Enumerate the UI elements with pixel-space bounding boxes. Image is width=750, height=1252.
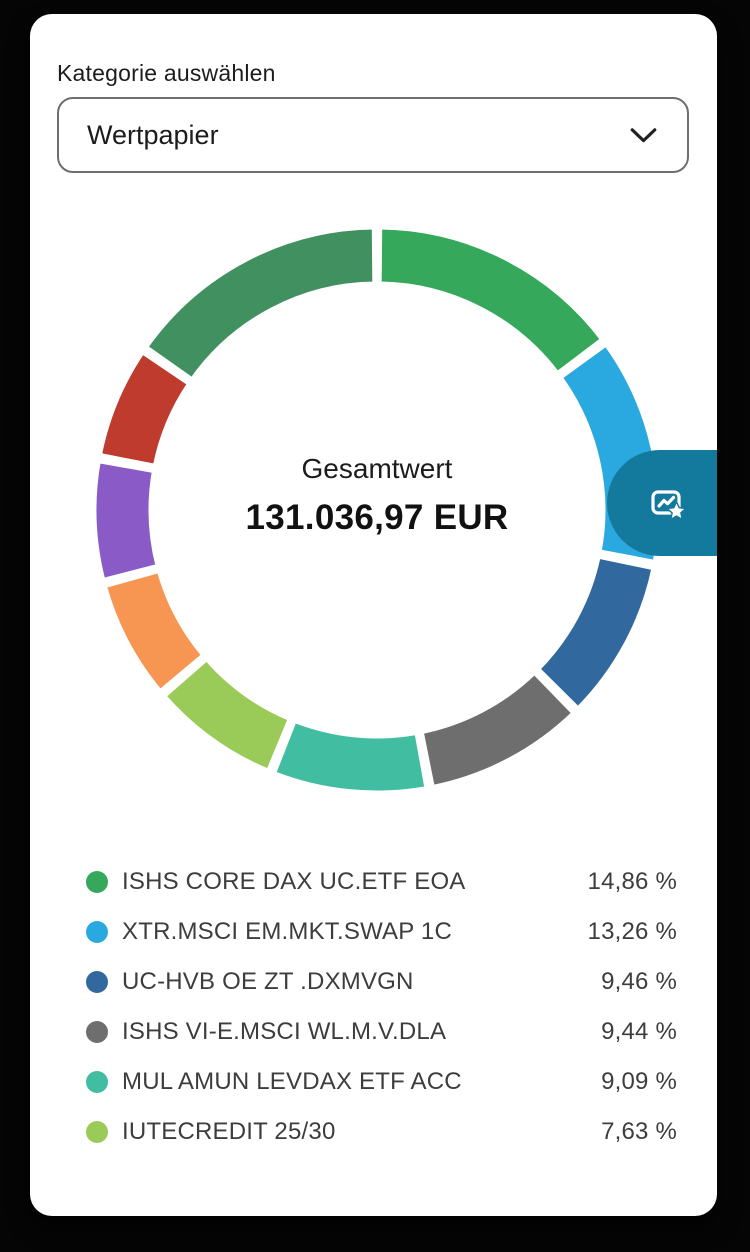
holding-name: ISHS CORE DAX UC.ETF EOA (122, 868, 466, 895)
holding-name: UC-HVB OE ZT .DXMVGN (122, 968, 414, 995)
category-select-value: Wertpapier (87, 119, 219, 150)
donut-segment-8[interactable] (96, 349, 193, 469)
donut-segment-3[interactable] (418, 669, 577, 791)
donut-segment-7[interactable] (91, 458, 161, 583)
holding-name: ISHS VI-E.MSCI WL.M.V.DLA (122, 1018, 447, 1045)
donut-segment-4[interactable] (271, 717, 430, 796)
legend-dot-icon (86, 971, 108, 993)
legend-dot-icon (86, 871, 108, 893)
legend-dot-icon (86, 921, 108, 943)
holding-name: XTR.MSCI EM.MKT.SWAP 1C (122, 918, 452, 945)
allocation-donut-chart: Gesamtwert 131.036,97 EUR (77, 210, 677, 810)
chart-details-button[interactable] (607, 450, 717, 556)
legend-row-2[interactable]: UC-HVB OE ZT .DXMVGN 9,46 % (86, 957, 677, 1007)
holding-percent: 9,46 % (601, 968, 677, 995)
holding-percent: 13,26 % (587, 918, 677, 945)
donut-segment-5[interactable] (161, 656, 293, 774)
legend-row-4[interactable]: MUL AMUN LEVDAX ETF ACC 9,09 % (86, 1057, 677, 1107)
holding-percent: 9,44 % (601, 1018, 677, 1045)
holding-name: IUTECREDIT 25/30 (122, 1118, 336, 1145)
legend-dot-icon (86, 1021, 108, 1043)
legend-row-1[interactable]: XTR.MSCI EM.MKT.SWAP 1C 13,26 % (86, 907, 677, 957)
holding-percent: 7,63 % (601, 1118, 677, 1145)
donut-segment-9[interactable] (142, 224, 378, 383)
donut-segment-2[interactable] (535, 553, 657, 712)
legend-dot-icon (86, 1121, 108, 1143)
donut-svg (91, 224, 663, 796)
category-select[interactable]: Wertpapier (57, 97, 689, 173)
donut-segment-0[interactable] (376, 224, 606, 377)
portfolio-card: Kategorie auswählen Wertpapier Gesamtwer… (30, 14, 717, 1216)
holding-percent: 9,09 % (601, 1068, 677, 1095)
chart-star-icon (651, 490, 686, 520)
chevron-down-icon (630, 127, 657, 142)
legend-row-3[interactable]: ISHS VI-E.MSCI WL.M.V.DLA 9,44 % (86, 1007, 677, 1057)
legend-row-5[interactable]: IUTECREDIT 25/30 7,63 % (86, 1107, 677, 1157)
donut-segment-6[interactable] (101, 567, 207, 695)
holding-name: MUL AMUN LEVDAX ETF ACC (122, 1068, 462, 1095)
holdings-legend-list: ISHS CORE DAX UC.ETF EOA 14,86 % XTR.MSCI … (86, 857, 677, 1157)
legend-row-0[interactable]: ISHS CORE DAX UC.ETF EOA 14,86 % (86, 857, 677, 907)
holding-percent: 14,86 % (587, 868, 677, 895)
legend-dot-icon (86, 1071, 108, 1093)
category-select-label: Kategorie auswählen (57, 60, 276, 86)
